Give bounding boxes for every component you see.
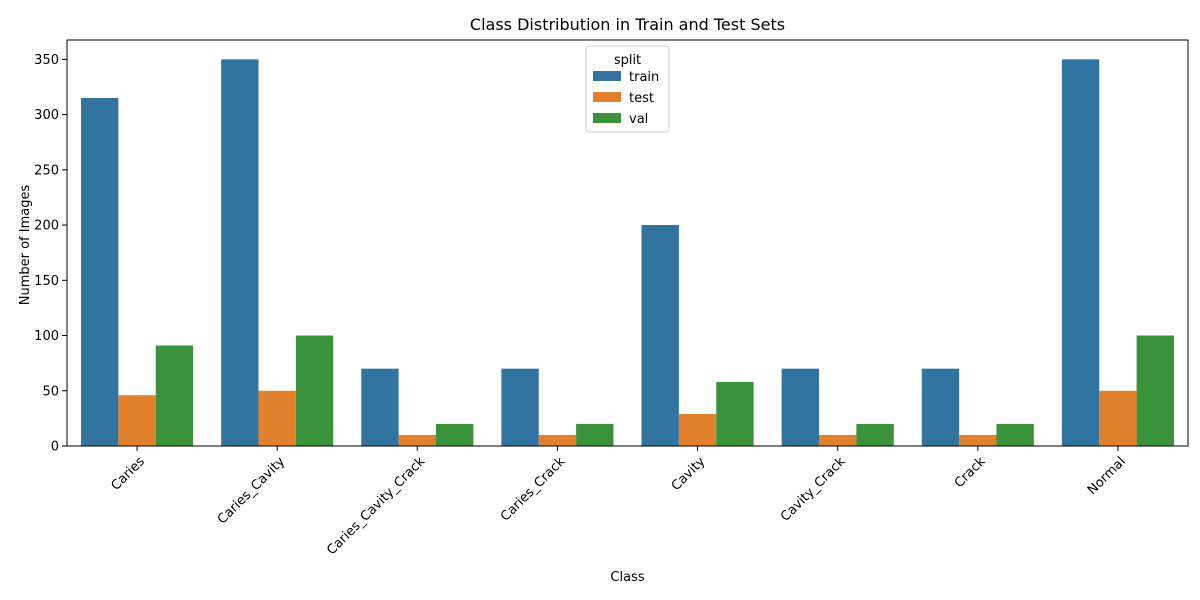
x-tick-label: Normal xyxy=(1085,454,1129,498)
legend-swatch-val xyxy=(593,113,621,123)
bar-val-caries-cavity xyxy=(295,335,334,446)
y-tick-label: 150 xyxy=(34,274,59,289)
bar-val-cavity-crack xyxy=(856,423,894,446)
x-tick-label: Cavity_Crack xyxy=(778,454,849,525)
x-tick-label: Caries xyxy=(108,454,148,494)
bar-test-cavity-crack xyxy=(819,434,857,446)
bar-test-caries-crack xyxy=(538,434,577,446)
legend-swatch-test xyxy=(593,92,621,102)
x-tick-label: Cavity xyxy=(669,454,709,494)
legend: split train test val xyxy=(585,45,670,133)
bar-test-caries-cavity xyxy=(258,390,296,446)
y-axis-label: Number of Images xyxy=(18,185,33,306)
plot-frame xyxy=(66,39,1189,447)
x-tick-label: Caries_Crack xyxy=(498,454,569,525)
y-tick-label: 250 xyxy=(34,163,59,178)
y-tick-label: 50 xyxy=(42,384,59,399)
x-tick-label: Crack xyxy=(952,454,989,491)
legend-box xyxy=(585,45,670,133)
bar-train-normal xyxy=(1061,59,1100,446)
legend-label-val: val xyxy=(629,112,648,127)
bar-val-caries-cavity-crack xyxy=(435,423,474,446)
bar-train-cavity xyxy=(641,225,679,446)
bar-test-normal xyxy=(1099,390,1137,446)
legend-label-train: train xyxy=(629,70,659,85)
x-tick-label: Caries_Cavity xyxy=(215,454,288,527)
legend-swatch-train xyxy=(593,71,621,81)
bar-test-crack xyxy=(959,434,997,446)
chart-title: Class Distribution in Train and Test Set… xyxy=(470,15,785,34)
bar-test-caries xyxy=(118,395,156,446)
bars-group xyxy=(81,59,1174,446)
y-tick-label: 350 xyxy=(34,53,59,68)
bar-train-caries-cavity-crack xyxy=(361,368,399,446)
bar-train-crack xyxy=(921,368,960,446)
bar-train-caries-crack xyxy=(501,368,539,446)
legend-title: split xyxy=(614,53,641,68)
y-tick-label: 300 xyxy=(34,108,59,123)
bar-train-cavity-crack xyxy=(781,368,820,446)
x-axis-label: Class xyxy=(610,570,644,585)
bar-val-crack xyxy=(996,423,1034,446)
y-tick-label: 100 xyxy=(34,329,59,344)
bar-train-caries-cavity xyxy=(221,59,259,446)
bar-val-normal xyxy=(1136,335,1174,446)
bar-val-caries xyxy=(155,345,194,446)
bar-val-cavity xyxy=(716,381,754,446)
legend-label-test: test xyxy=(629,91,654,106)
x-axis: Caries Caries_Cavity Caries_Cavity_Crack Ca… xyxy=(108,446,1129,558)
y-tick-label: 200 xyxy=(34,219,59,234)
bar-test-cavity xyxy=(678,413,717,446)
y-tick-label: 0 xyxy=(51,440,59,455)
y-axis: 0 50 100 150 200 250 300 350 xyxy=(34,53,67,455)
bar-test-caries-cavity-crack xyxy=(398,434,436,446)
bar-train-caries xyxy=(81,98,119,446)
x-tick-label: Caries_Cavity_Crack xyxy=(324,454,428,558)
bar-val-caries-crack xyxy=(576,423,614,446)
